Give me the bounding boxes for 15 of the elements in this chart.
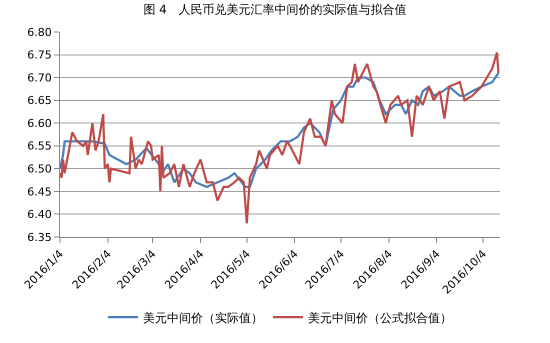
y-tick-label: 6.55 bbox=[27, 140, 52, 153]
legend-label: 美元中间价（实际值） bbox=[143, 310, 263, 325]
y-tick-label: 6.45 bbox=[27, 185, 52, 198]
line-series bbox=[60, 51, 500, 224]
y-tick-label: 6.50 bbox=[27, 162, 52, 176]
y-tick-label: 6.60 bbox=[27, 116, 52, 130]
y-tick-label: 6.80 bbox=[27, 26, 52, 39]
y-tick-label: 6.70 bbox=[27, 71, 52, 84]
line-series bbox=[60, 72, 500, 188]
chart-title: 图 4 人民币兑美元汇率中间价的实际值与拟合值 bbox=[143, 2, 407, 17]
y-tick-label: 6.75 bbox=[27, 48, 52, 62]
y-tick-label: 6.40 bbox=[27, 208, 52, 222]
legend-label: 美元中间价（公式拟合值） bbox=[308, 310, 452, 325]
y-tick-label: 6.35 bbox=[27, 230, 52, 244]
y-tick-label: 6.65 bbox=[27, 94, 52, 108]
